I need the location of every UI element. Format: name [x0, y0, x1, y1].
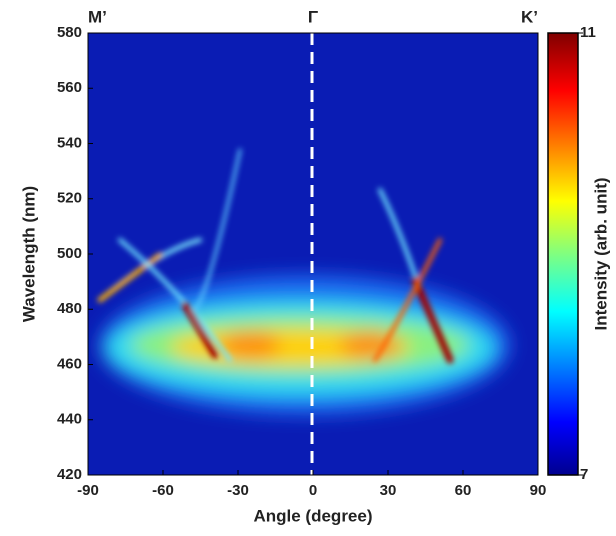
x-tick-label: -30 [227, 482, 249, 499]
y-tick-label: 540 [57, 134, 82, 151]
annotation: M’ [88, 7, 107, 26]
y-tick-label: 560 [57, 79, 82, 96]
annotation: K’ [521, 7, 538, 26]
x-tick-label: 90 [530, 482, 547, 499]
y-tick-label: 480 [57, 300, 82, 317]
colorbar-tick-label: 11 [580, 24, 596, 41]
annotation: Γ [308, 7, 318, 26]
y-tick-label: 520 [57, 190, 82, 207]
y-tick-label: 440 [57, 411, 82, 428]
heatmap [88, 33, 538, 475]
y-tick-label: 420 [57, 466, 82, 483]
x-tick-label: -60 [152, 482, 174, 499]
colorbar-label: Intensity (arb. unit) [591, 178, 610, 331]
colorbar-tick-label: 7 [580, 466, 588, 483]
y-tick-label: 580 [57, 24, 82, 41]
x-tick-label: 0 [309, 482, 317, 499]
colorbar [547, 32, 579, 476]
y-tick-label: 460 [57, 355, 82, 372]
x-tick-label: -90 [77, 482, 99, 499]
y-axis-label: Wavelength (nm) [19, 186, 38, 322]
x-tick-label: 30 [380, 482, 397, 499]
x-tick-label: 60 [455, 482, 472, 499]
x-axis-label: Angle (degree) [253, 506, 372, 525]
y-tick-label: 500 [57, 245, 82, 262]
